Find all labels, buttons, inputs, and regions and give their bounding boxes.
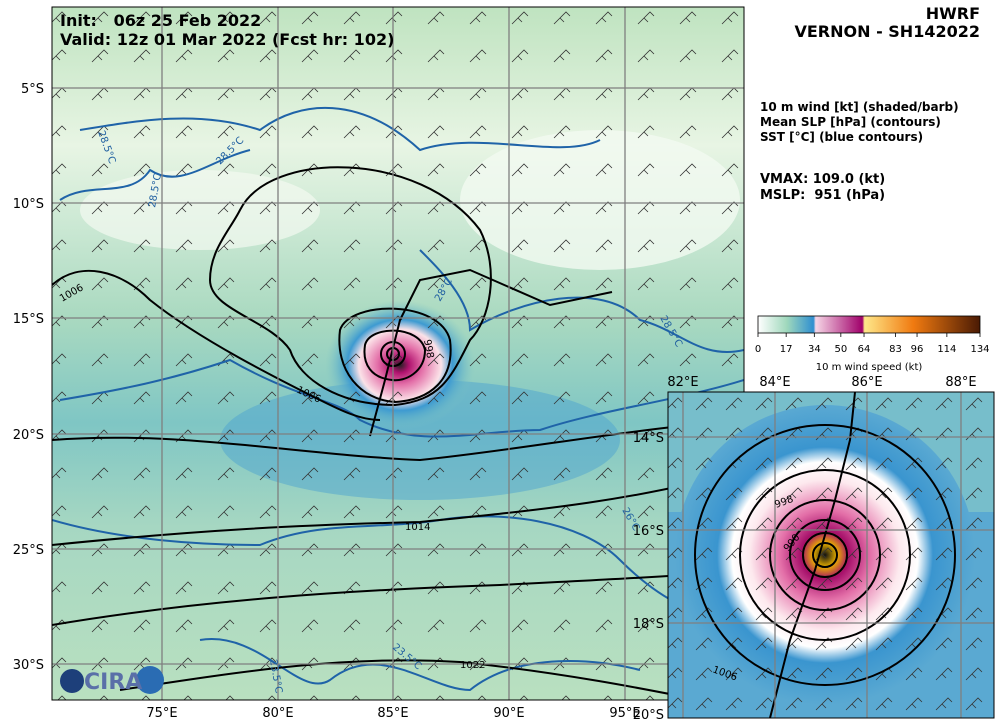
colorbar-tick-label: 134: [970, 344, 989, 355]
lat-label: 20°S: [13, 428, 44, 443]
lat-label: 10°S: [13, 197, 44, 212]
inset-lon-label: 88°E: [945, 375, 976, 390]
legend-line: SST [°C] (blue contours): [760, 130, 923, 144]
inset-grid: [668, 392, 994, 718]
storm-name: VERNON - SH142022: [794, 22, 980, 41]
inset-lon-label: 84°E: [759, 375, 790, 390]
contour-label: 1022: [460, 660, 485, 671]
model-name: HWRF: [926, 4, 980, 23]
inset-labels: 82°E 84°E 86°E 88°E 14°S 16°S 18°S 20°S …: [633, 375, 977, 723]
colorbar-tick-label: 64: [858, 344, 871, 355]
colorbar-tick-label: 96: [911, 344, 924, 355]
legend: 10 m wind [kt] (shaded/barb) Mean SLP [h…: [760, 100, 959, 203]
mslp: MSLP: 951 (hPa): [760, 188, 885, 203]
lat-label: 15°S: [13, 312, 44, 327]
inset-map: [668, 392, 994, 718]
init-time: Init: 06z 25 Feb 2022: [60, 11, 261, 30]
inset-frame: [667, 391, 995, 719]
colorbar-tick-label: 50: [834, 344, 847, 355]
colorbar: 10 m wind speed (kt) 0 17 34 50 64 83 96 114 134: [755, 315, 990, 373]
lat-label: 25°S: [13, 543, 44, 558]
valid-time: Valid: 12z 01 Mar 2022 (Fcst hr: 102): [60, 30, 394, 49]
lat-labels: 5°S 10°S 15°S 20°S 25°S 30°S: [13, 82, 44, 673]
colorbar-tick-label: 0: [755, 344, 761, 355]
vmax: VMAX: 109.0 (kt): [760, 172, 885, 187]
inset-lat-label: 16°S: [633, 524, 664, 539]
contour-label: 998: [421, 339, 435, 360]
logo-text: CIRA: [84, 670, 142, 695]
colorbar-tick-label: 114: [937, 344, 956, 355]
lon-labels: 75°E 80°E 85°E 90°E 95°E: [146, 706, 640, 721]
main-frame: [51, 6, 745, 701]
inset-lon-label: 82°E: [667, 375, 698, 390]
legend-line: Mean SLP [hPa] (contours): [760, 115, 941, 129]
main-map: [52, 7, 744, 700]
logo: CIRA: [60, 666, 164, 695]
lon-label: 90°E: [493, 706, 524, 721]
lat-label: 30°S: [13, 658, 44, 673]
inset-lat-label: 20°S: [633, 708, 664, 722]
inset-lat-label: 14°S: [633, 431, 664, 446]
lon-label: 75°E: [146, 706, 177, 721]
colorbar-tick-label: 17: [780, 344, 793, 355]
lon-label: 80°E: [262, 706, 293, 721]
lon-label: 85°E: [377, 706, 408, 721]
colorbar-label: 10 m wind speed (kt): [816, 362, 923, 373]
inset-lat-label: 18°S: [633, 617, 664, 632]
contour-label: 1014: [405, 522, 430, 533]
inset-lon-label: 86°E: [851, 375, 882, 390]
main-grid: [52, 7, 744, 700]
lon-label: 95°E: [609, 706, 640, 721]
lat-label: 5°S: [21, 82, 44, 97]
legend-line: 10 m wind [kt] (shaded/barb): [760, 100, 959, 114]
colorbar-tick-label: 83: [889, 344, 902, 355]
colorbar-tick-label: 34: [808, 344, 821, 355]
colorbar-bar: [757, 315, 981, 334]
